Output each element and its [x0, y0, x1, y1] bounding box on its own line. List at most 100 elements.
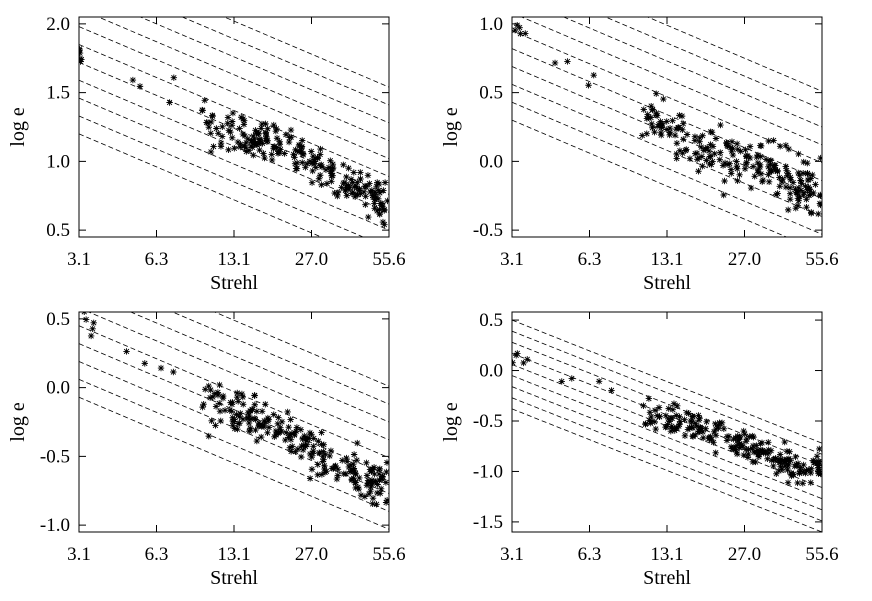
- scatter-point: [303, 160, 311, 167]
- scatter-point: [379, 203, 386, 210]
- scatter-point: [241, 132, 249, 140]
- scatter-point: [325, 164, 333, 171]
- y-tick-label: -1.0: [473, 461, 503, 482]
- scatter-point: [355, 485, 363, 493]
- scatter-point: [779, 175, 786, 183]
- scatter-point: [768, 168, 775, 175]
- scatter-point: [765, 137, 772, 145]
- x-tick-label: 6.3: [578, 544, 602, 565]
- scatter-point: [205, 382, 212, 390]
- scatter-point: [723, 433, 731, 440]
- scatter-point: [217, 417, 224, 425]
- scatter-point: [281, 150, 288, 157]
- scatter-point: [734, 437, 741, 444]
- scatter-point: [710, 428, 718, 435]
- scatter-point: [261, 417, 268, 424]
- scatter-point: [379, 476, 386, 483]
- scatter-point: [216, 381, 223, 389]
- scatter-point: [712, 449, 719, 456]
- scatter-point: [299, 435, 306, 443]
- scatter-point: [302, 164, 309, 171]
- scatter-point: [136, 83, 144, 90]
- scatter-point: [214, 391, 222, 399]
- scatter-point: [750, 448, 758, 456]
- x-tick-label: 13.1: [217, 249, 250, 270]
- scatter-point: [90, 319, 97, 326]
- scatter-point: [665, 415, 672, 423]
- scatter-point: [207, 386, 214, 394]
- scatter-point: [291, 429, 298, 436]
- scatter-point: [234, 389, 241, 397]
- scatter-point: [205, 432, 212, 440]
- scatter-point: [734, 146, 741, 153]
- scatter-point: [212, 422, 219, 429]
- scatter-point: [273, 135, 281, 142]
- scatter-point: [772, 191, 780, 198]
- scatter-point: [520, 359, 527, 367]
- scatter-point: [212, 403, 220, 410]
- scatter-point: [765, 178, 773, 186]
- scatter-point: [815, 464, 822, 471]
- scatter-point: [670, 400, 678, 407]
- y-tick-label: 0.0: [46, 378, 70, 399]
- scatter-point: [209, 112, 216, 119]
- scatter-point: [270, 411, 277, 418]
- scatter-point: [318, 429, 325, 436]
- scatter-point: [772, 455, 779, 463]
- scatter-point: [245, 147, 253, 154]
- x-tick-label: 55.6: [372, 544, 405, 565]
- scatter-point: [317, 145, 324, 153]
- scatter-point: [375, 195, 382, 203]
- scatter-point: [246, 427, 253, 435]
- scatter-point: [776, 143, 784, 150]
- scatter-point: [258, 408, 266, 415]
- scatter-point: [794, 195, 802, 202]
- scatter-point: [198, 106, 206, 114]
- scatter-point: [224, 120, 231, 127]
- scatter-point: [345, 164, 352, 172]
- y-axis-label: log e: [7, 107, 29, 147]
- scatter-point: [805, 466, 813, 473]
- scatter-point: [319, 453, 327, 460]
- scatter-point: [782, 142, 790, 149]
- scatter-point: [800, 191, 807, 199]
- scatter-point: [795, 197, 802, 204]
- scatter-point: [241, 117, 248, 124]
- scatter-point: [672, 425, 680, 432]
- scatter-point: [275, 414, 282, 421]
- scatter-point: [332, 462, 339, 470]
- scatter-point: [367, 487, 374, 495]
- dashed-guide-line: [79, 396, 389, 530]
- scatter-point: [648, 120, 655, 128]
- scatter-point: [295, 141, 303, 148]
- scatter-point: [265, 424, 273, 431]
- scatter-point: [210, 143, 217, 150]
- scatter-point: [79, 56, 85, 63]
- scatter-point: [82, 316, 90, 323]
- scatter-point: [729, 151, 737, 159]
- scatter-point: [678, 112, 686, 120]
- scatter-point: [742, 160, 750, 168]
- scatter-point: [791, 463, 798, 470]
- scatter-point: [238, 390, 246, 398]
- scatter-point: [203, 119, 210, 126]
- scatter-point: [778, 178, 786, 186]
- scatter-point: [771, 166, 779, 173]
- x-tick-label: 6.3: [145, 544, 169, 565]
- scatter-point: [776, 174, 783, 181]
- scatter-point: [349, 179, 357, 186]
- scatter-point: [673, 150, 680, 158]
- scatter-point: [252, 140, 259, 147]
- scatter-point: [244, 409, 252, 416]
- scatter-point: [558, 378, 565, 385]
- scatter-point: [804, 170, 811, 178]
- scatter-point: [314, 155, 322, 162]
- scatter-point: [252, 416, 259, 423]
- scatter-point: [320, 456, 327, 463]
- scatter-point: [817, 154, 822, 162]
- scatter-point: [328, 465, 336, 472]
- scatter-point: [743, 153, 750, 160]
- scatter-point: [276, 141, 284, 148]
- scatter-point: [785, 145, 793, 153]
- scatter-point: [514, 350, 521, 357]
